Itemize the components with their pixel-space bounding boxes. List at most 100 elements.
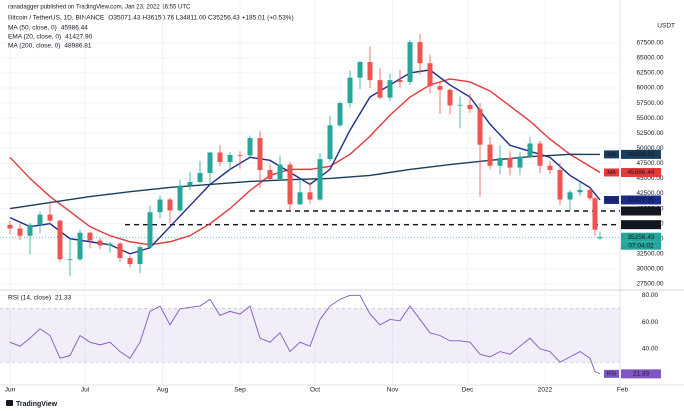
candle-body [47, 214, 53, 221]
countdown: 07:04:02 [628, 242, 654, 249]
candle-body [177, 185, 183, 211]
candle-body [187, 182, 193, 186]
footer: TradingView [16, 401, 58, 408]
x-tick-label: Sep [234, 387, 246, 394]
countdown-bg [621, 241, 661, 250]
y-tick-label: 55000.00 [636, 115, 663, 122]
y-tick-label: 65000.00 [636, 55, 663, 62]
candle-body [577, 189, 583, 193]
published-line: ranadagger published on TradingView.com,… [8, 5, 191, 11]
candle-body [387, 80, 393, 98]
candle-body [77, 232, 83, 260]
candle-body [477, 109, 483, 145]
rsi-tag: 21.33 [633, 371, 650, 378]
rsi-tick-label: 40.00 [642, 346, 659, 353]
ma-badge-bg [604, 150, 619, 159]
candle-body [517, 156, 523, 168]
legend-value: 41427.90 [65, 34, 92, 41]
y-tick-label: 30000.00 [636, 266, 663, 273]
candle-body [197, 173, 203, 183]
ma-badge-bg [604, 168, 619, 177]
rsi-legend: RSI (14, close) [8, 295, 51, 302]
rsi-badge: RSI [607, 371, 617, 377]
level-tag-bg [621, 206, 661, 216]
rsi-legend-value: 21.33 [55, 295, 72, 302]
candle-body [537, 143, 543, 166]
candle-body [287, 164, 293, 205]
rsi-band [0, 308, 620, 363]
candle-body [97, 240, 103, 246]
candle-body [567, 192, 573, 200]
candle-body [57, 220, 63, 260]
ma-badge: MA [607, 170, 616, 176]
y-tick-label: 45000.00 [636, 175, 663, 182]
ma-tag-bg [621, 167, 661, 177]
candle-body [227, 154, 233, 163]
candle-body [7, 224, 13, 229]
last-price-tag-bg [621, 232, 661, 242]
ma-tag-bg [621, 149, 661, 159]
candle-body [527, 143, 533, 157]
ma-badge: EMA [606, 197, 618, 203]
rsi-line [9, 294, 601, 375]
candle-body [127, 258, 133, 265]
candle-body [157, 199, 163, 213]
rsi-badge-bg [604, 369, 619, 378]
candle-body [367, 62, 373, 81]
candle-body [307, 192, 313, 200]
y-tick-label: 50000.00 [636, 145, 663, 152]
rsi-tag-bg [621, 369, 661, 379]
rsi-tick-label: 80.00 [642, 292, 659, 299]
level-tag-bg [621, 220, 661, 230]
candle-body [317, 159, 323, 200]
candle-body [377, 80, 383, 98]
candle-body [447, 89, 453, 106]
ma-tag-bg [621, 195, 661, 205]
tradingview-logo: TradingView [6, 400, 58, 408]
y-tick-label: 52500.00 [636, 130, 663, 137]
candle-body [547, 165, 553, 170]
candle-body [137, 247, 143, 265]
y-tick-label: 32500.00 [636, 251, 663, 258]
candle-body [457, 104, 463, 106]
candle-body [67, 259, 73, 261]
candle-body [327, 125, 333, 160]
candle-body [117, 243, 123, 259]
legend-value: 48986.81 [64, 43, 91, 50]
candle-body [207, 152, 213, 174]
candle-body [267, 169, 273, 180]
symbol: Bitcoin / TetherUS, 1D, BINANCE [8, 15, 105, 22]
candle-body [347, 77, 353, 104]
moving-average [9, 78, 601, 246]
candle-body [17, 228, 23, 236]
y-tick-label: 62500.00 [636, 70, 663, 77]
y-tick-label: 60000.00 [636, 85, 663, 92]
y-tick-label: 42500.00 [636, 190, 663, 197]
candle-body [557, 169, 563, 200]
ma-badge: MA [607, 152, 616, 158]
candle-body [297, 192, 303, 205]
candle-body [407, 42, 413, 82]
x-tick-label: Jun [5, 387, 16, 394]
x-tick-label: 2022 [538, 387, 553, 394]
candle-body [237, 154, 243, 156]
level-tag: 37332.70 [627, 221, 654, 228]
x-tick-label: Jul [81, 387, 90, 394]
currency: USDT [657, 23, 675, 30]
x-tick-label: Nov [387, 387, 399, 394]
ma-tag: 48986.81 [627, 151, 654, 158]
candle-body [277, 164, 283, 180]
candle-body [27, 224, 33, 236]
candle-body [587, 189, 593, 199]
rsi-tick-label: 60.00 [642, 319, 659, 326]
ma-badge-bg [604, 195, 619, 204]
candle-body [397, 80, 403, 82]
legend-value: 45986.44 [61, 25, 88, 32]
y-tick-label: 47500.00 [636, 160, 663, 167]
candle-body [257, 138, 263, 170]
candle-body [357, 62, 363, 78]
y-tick-label: 67500.00 [636, 39, 663, 46]
candle-body [487, 144, 493, 166]
candle-body [217, 152, 223, 163]
